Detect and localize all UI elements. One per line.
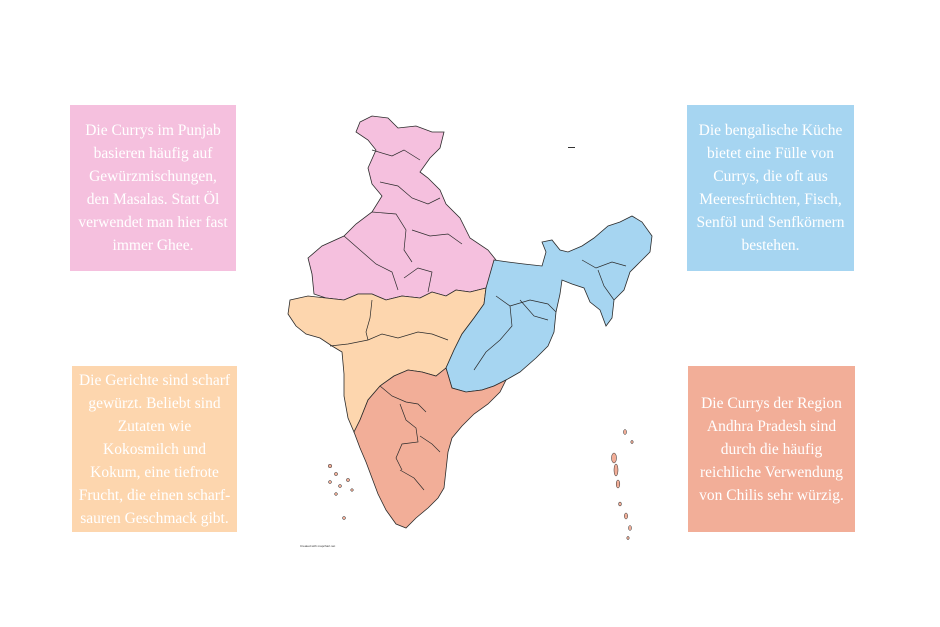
state-borders xyxy=(329,149,627,491)
region-north xyxy=(307,115,497,301)
info-card-north-text: Die Currys im Punjab basieren häufig auf… xyxy=(78,122,228,254)
map-marker-dash xyxy=(568,147,575,148)
info-card-east-text: Die bengalische Küche bietet eine Fülle … xyxy=(696,122,845,254)
region-south xyxy=(353,367,507,529)
info-card-south-text: Die Currys der Region Andhra Pradesh sin… xyxy=(699,394,844,504)
info-card-west-text: Die Gerichte sind scharf gewürzt. Belieb… xyxy=(78,371,231,527)
info-card-east: Die bengalische Küche bietet eine Fülle … xyxy=(687,105,854,271)
map-credit: Created with mapchart.net xyxy=(300,544,336,548)
info-card-north: Die Currys im Punjab basieren häufig auf… xyxy=(70,105,236,271)
info-card-west: Die Gerichte sind scharf gewürzt. Belieb… xyxy=(72,366,237,532)
info-card-south: Die Currys der Region Andhra Pradesh sin… xyxy=(688,366,855,532)
lakshadweep-islands xyxy=(327,463,354,520)
andaman-islands xyxy=(611,429,634,540)
